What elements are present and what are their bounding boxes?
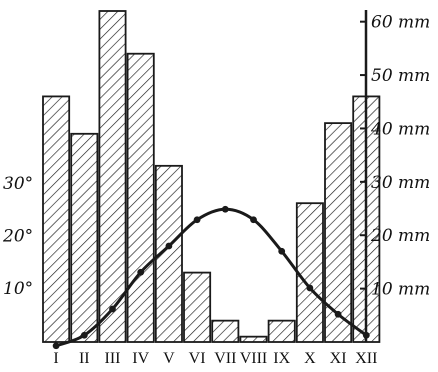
temperature-point-ix: [278, 247, 286, 255]
temperature-point-vi: [193, 216, 201, 224]
temperature-point-vii: [221, 205, 229, 213]
bar-iii: [98, 10, 127, 343]
month-label-xii: XII: [355, 350, 377, 367]
right-tick-label-30: 30 mm: [371, 173, 430, 193]
right-tick-label-10: 10 mm: [371, 280, 430, 300]
temperature-point-i: [52, 342, 60, 350]
temperature-point-xi: [334, 310, 342, 318]
month-label-xi: XI: [330, 350, 347, 367]
right-tick-label-20: 20 mm: [370, 226, 430, 246]
month-label-iii: III: [105, 350, 121, 367]
bar-vii: [211, 319, 240, 343]
bar-ix: [267, 319, 296, 343]
month-label-vii: VII: [214, 350, 236, 367]
right-tick-label-60: 60 mm: [371, 13, 430, 33]
temperature-line-layer: [52, 205, 370, 350]
bars-layer: [42, 10, 381, 343]
bar-xi: [324, 122, 353, 343]
axes-layer: 10 mm 20 mm 30 mm 40 mm 50 mm 60 mm 10° 20° 30° I…: [2, 10, 430, 367]
temperature-point-x: [306, 284, 314, 292]
month-label-vi: VI: [189, 350, 206, 367]
bar-ii: [70, 132, 99, 343]
bar-iv: [126, 52, 155, 343]
bar-i: [42, 95, 71, 343]
temperature-point-iv: [137, 268, 145, 276]
month-label-viii: VIII: [240, 350, 268, 367]
month-label-x: X: [304, 350, 316, 367]
temperature-line: [55, 207, 368, 348]
month-label-iv: IV: [132, 350, 149, 367]
bar-vi: [183, 271, 212, 343]
month-label-ix: IX: [273, 350, 290, 367]
bar-x: [295, 202, 324, 343]
left-tick-label-20: 20°: [2, 227, 33, 247]
left-tick-label-30: 30°: [3, 174, 33, 194]
month-label-ii: II: [79, 350, 90, 367]
temperature-point-ii: [80, 331, 88, 339]
temperature-point-iii: [109, 305, 116, 313]
month-label-v: V: [163, 350, 175, 367]
right-tick-label-50: 50 mm: [371, 66, 430, 86]
left-tick-label-10: 10°: [3, 279, 33, 299]
right-tick-label-40: 40 mm: [370, 119, 430, 139]
temperature-point-viii: [250, 216, 257, 224]
month-label-i: I: [53, 350, 58, 367]
temperature-point-v: [165, 242, 173, 250]
bar-viii: [239, 335, 268, 343]
